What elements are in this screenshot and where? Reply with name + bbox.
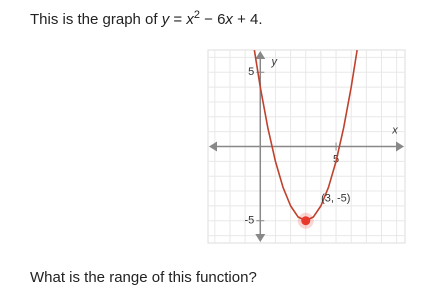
question-text: = [169, 11, 187, 28]
question-text: + 4. [232, 11, 263, 28]
math-var: x [186, 11, 194, 28]
y-tick-label: 5 [248, 66, 254, 78]
exponent: 2 [193, 9, 200, 21]
math-var: y [161, 11, 170, 28]
question-text: − 6 [199, 11, 226, 28]
x-axis-label: x [391, 124, 398, 136]
point [301, 216, 311, 226]
question: This is the graph of y = x2 − 6x + 4. [30, 9, 263, 28]
y-tick-label: -5 [244, 215, 254, 227]
y-axis-label: y [271, 56, 279, 68]
math-var: x [225, 11, 233, 28]
point-label: (3, -5) [321, 193, 350, 205]
prompt: What is the range of this function? [30, 269, 257, 286]
question-text: This is the graph of [30, 11, 162, 28]
